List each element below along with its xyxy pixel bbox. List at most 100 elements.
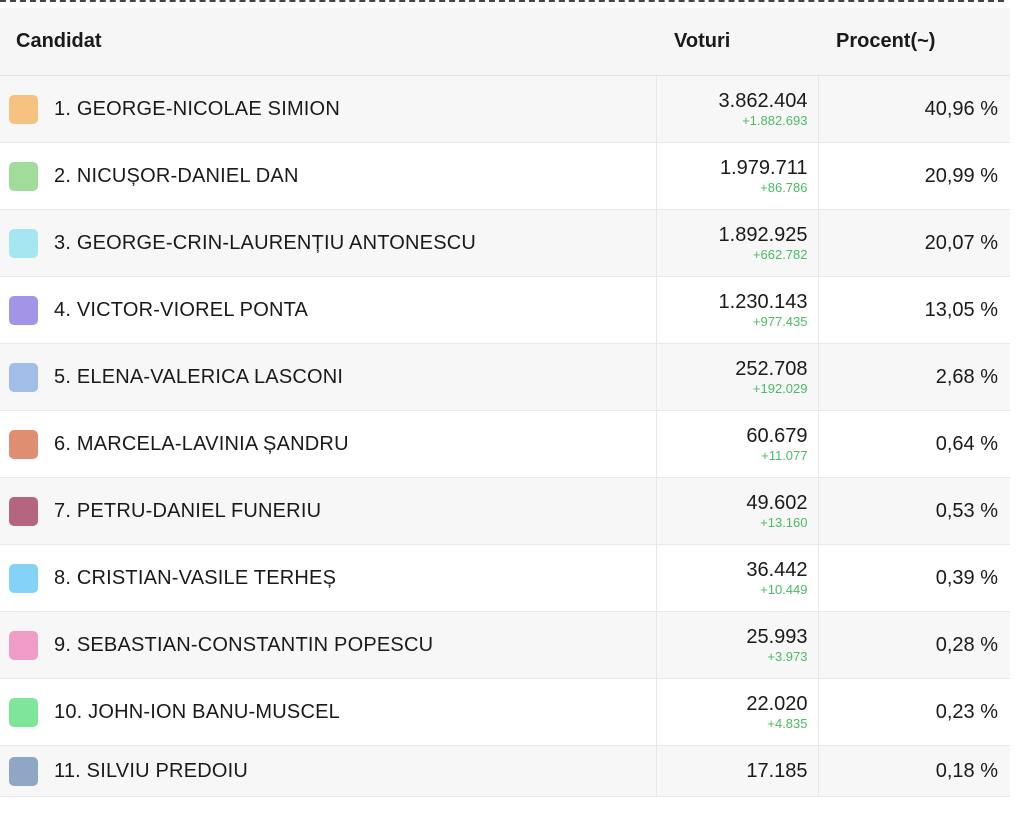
- percent-cell: 0,53 %: [817, 477, 1010, 545]
- percent-cell: 0,28 %: [817, 611, 1010, 679]
- candidate-color-swatch: [9, 94, 38, 124]
- candidate-name: 11. SILVIU PREDOIU: [54, 759, 249, 782]
- votes-count: 3.862.404: [718, 90, 808, 112]
- votes-count: 25.993: [746, 626, 808, 648]
- percent-cell: 0,64 %: [817, 410, 1010, 478]
- candidate-name: 1. GEORGE-NICOLAE SIMION: [54, 97, 340, 120]
- candidate-cell: 7. PETRU-DANIEL FUNERIU: [0, 477, 656, 545]
- candidate-color-swatch: [9, 756, 38, 786]
- table-row[interactable]: 4. VICTOR-VIOREL PONTA 1.230.143 +977.435 1…: [0, 276, 1010, 344]
- candidate-cell: 10. JOHN-ION BANU-MUSCEL: [0, 678, 656, 746]
- candidate-cell: 9. SEBASTIAN-CONSTANTIN POPESCU: [0, 611, 656, 679]
- candidate-name: 6. MARCELA-LAVINIA ȘANDRU: [54, 432, 349, 455]
- votes-delta: +10.449: [760, 582, 808, 597]
- candidate-info: 10. JOHN-ION BANU-MUSCEL: [0, 697, 656, 727]
- votes-cell: 36.442 +10.449: [655, 544, 818, 612]
- candidate-name: 4. VICTOR-VIOREL PONTA: [54, 298, 309, 321]
- table-row[interactable]: 2. NICUȘOR-DANIEL DAN 1.979.711 +86.786 20,…: [0, 142, 1010, 210]
- table-row[interactable]: 7. PETRU-DANIEL FUNERIU 49.602 +13.160 0,53…: [0, 477, 1010, 545]
- table-row[interactable]: 10. JOHN-ION BANU-MUSCEL 22.020 +4.835 0,23…: [0, 678, 1010, 746]
- candidate-cell: 6. MARCELA-LAVINIA ȘANDRU: [0, 410, 656, 478]
- candidate-cell: 4. VICTOR-VIOREL PONTA: [0, 276, 656, 344]
- votes-count: 1.230.143: [718, 291, 808, 313]
- percent-cell: 20,07 %: [817, 209, 1010, 277]
- votes-count: 36.442: [746, 559, 808, 581]
- candidate-name: 10. JOHN-ION BANU-MUSCEL: [54, 700, 340, 723]
- candidate-name: 3. GEORGE-CRIN-LAURENȚIU ANTONESCU: [54, 231, 477, 254]
- votes-delta: +4.835: [767, 716, 808, 731]
- table-row[interactable]: 3. GEORGE-CRIN-LAURENȚIU ANTONESCU 1.892.…: [0, 209, 1010, 277]
- percent-cell: 0,23 %: [817, 678, 1010, 746]
- candidate-info: 4. VICTOR-VIOREL PONTA: [0, 295, 656, 325]
- votes-delta: +13.160: [760, 515, 808, 530]
- percent-cell: 20,99 %: [817, 142, 1010, 210]
- candidate-cell: 5. ELENA-VALERICA LASCONI: [0, 343, 656, 411]
- votes-delta: +3.973: [767, 649, 808, 664]
- candidate-info: 8. CRISTIAN-VASILE TERHEȘ: [0, 563, 656, 593]
- candidate-color-swatch: [9, 563, 38, 593]
- candidate-name: 9. SEBASTIAN-CONSTANTIN POPESCU: [54, 633, 434, 656]
- candidate-color-swatch: [9, 496, 38, 526]
- candidate-color-swatch: [9, 228, 38, 258]
- votes-count: 1.979.711: [720, 157, 808, 179]
- candidate-info: 11. SILVIU PREDOIU: [0, 756, 656, 786]
- candidate-info: 2. NICUȘOR-DANIEL DAN: [0, 161, 656, 191]
- votes-cell: 17.185: [655, 745, 818, 797]
- candidate-info: 9. SEBASTIAN-CONSTANTIN POPESCU: [0, 630, 656, 660]
- candidate-name: 5. ELENA-VALERICA LASCONI: [54, 365, 344, 388]
- votes-delta: +662.782: [752, 247, 808, 262]
- table-header-row: Candidat Voturi Procent(~): [0, 8, 1010, 76]
- votes-count: 22.020: [746, 693, 808, 715]
- votes-delta: +11.077: [761, 448, 808, 463]
- votes-cell: 25.993 +3.973: [655, 611, 818, 679]
- candidate-color-swatch: [9, 362, 38, 392]
- votes-cell: 1.979.711 +86.786: [655, 142, 818, 210]
- table-row[interactable]: 5. ELENA-VALERICA LASCONI 252.708 +192.029…: [0, 343, 1010, 411]
- header-candidate[interactable]: Candidat: [0, 8, 656, 76]
- candidate-color-swatch: [9, 630, 38, 660]
- header-votes[interactable]: Voturi: [656, 8, 818, 76]
- candidate-info: 6. MARCELA-LAVINIA ȘANDRU: [0, 429, 656, 459]
- candidate-cell: 2. NICUȘOR-DANIEL DAN: [0, 142, 656, 210]
- header-percent[interactable]: Procent(~): [818, 8, 1010, 76]
- votes-count: 17.185: [746, 760, 808, 782]
- candidate-info: 3. GEORGE-CRIN-LAURENȚIU ANTONESCU: [0, 228, 656, 258]
- candidate-info: 7. PETRU-DANIEL FUNERIU: [0, 496, 656, 526]
- votes-cell: 1.892.925 +662.782: [655, 209, 818, 277]
- candidate-info: 5. ELENA-VALERICA LASCONI: [0, 362, 656, 392]
- table-row[interactable]: 9. SEBASTIAN-CONSTANTIN POPESCU 25.993 +3.…: [0, 611, 1010, 679]
- votes-delta: +977.435: [752, 314, 808, 329]
- percent-cell: 0,18 %: [817, 745, 1010, 797]
- votes-cell: 1.230.143 +977.435: [655, 276, 818, 344]
- votes-cell: 49.602 +13.160: [655, 477, 818, 545]
- votes-delta: +1.882.693: [742, 113, 808, 128]
- votes-cell: 22.020 +4.835: [655, 678, 818, 746]
- candidate-color-swatch: [9, 697, 38, 727]
- candidate-color-swatch: [9, 429, 38, 459]
- percent-cell: 2,68 %: [817, 343, 1010, 411]
- table-row[interactable]: 6. MARCELA-LAVINIA ȘANDRU 60.679 +11.077 0,…: [0, 410, 1010, 478]
- candidate-color-swatch: [9, 161, 38, 191]
- candidate-cell: 1. GEORGE-NICOLAE SIMION: [0, 75, 656, 143]
- votes-cell: 252.708 +192.029: [655, 343, 818, 411]
- candidate-cell: 3. GEORGE-CRIN-LAURENȚIU ANTONESCU: [0, 209, 656, 277]
- candidate-name: 8. CRISTIAN-VASILE TERHEȘ: [54, 566, 337, 589]
- percent-cell: 40,96 %: [817, 75, 1010, 143]
- table-row[interactable]: 8. CRISTIAN-VASILE TERHEȘ 36.442 +10.449 0,…: [0, 544, 1010, 612]
- votes-count: 49.602: [746, 492, 808, 514]
- candidate-color-swatch: [9, 295, 38, 325]
- results-table: Candidat Voturi Procent(~) 1. GEORGE-NIC…: [0, 8, 1010, 797]
- votes-delta: +192.029: [752, 381, 808, 396]
- votes-count: 1.892.925: [718, 224, 808, 246]
- table-row[interactable]: 11. SILVIU PREDOIU 17.185 0,18 %: [0, 745, 1010, 797]
- candidate-name: 7. PETRU-DANIEL FUNERIU: [54, 499, 322, 522]
- votes-cell: 60.679 +11.077: [655, 410, 818, 478]
- top-dashed-border: [0, 0, 1004, 2]
- candidate-name: 2. NICUȘOR-DANIEL DAN: [54, 164, 299, 187]
- votes-cell: 3.862.404 +1.882.693: [655, 75, 818, 143]
- candidate-info: 1. GEORGE-NICOLAE SIMION: [0, 94, 656, 124]
- votes-count: 252.708: [735, 358, 808, 380]
- percent-cell: 13,05 %: [817, 276, 1010, 344]
- candidate-cell: 11. SILVIU PREDOIU: [0, 745, 656, 797]
- table-row[interactable]: 1. GEORGE-NICOLAE SIMION 3.862.404 +1.882.…: [0, 75, 1010, 143]
